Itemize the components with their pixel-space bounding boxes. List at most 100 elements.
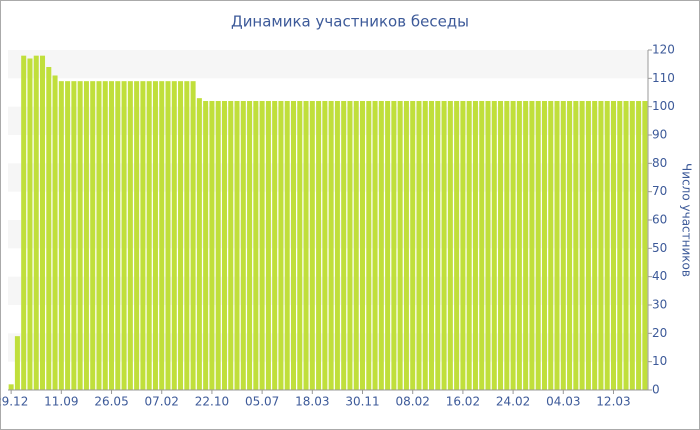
bar <box>560 101 566 390</box>
x-tick-label: 05.07 <box>245 395 279 409</box>
bar <box>585 101 591 390</box>
bar <box>642 101 648 390</box>
bar <box>372 101 378 390</box>
bar <box>171 81 177 391</box>
bar <box>548 101 554 390</box>
grid-band <box>8 50 648 79</box>
grid-band <box>8 276 648 305</box>
bar <box>184 81 190 391</box>
bar <box>309 101 315 390</box>
bar <box>234 101 240 390</box>
bar <box>21 55 27 391</box>
x-tick-label: 11.09 <box>44 395 78 409</box>
bar <box>429 101 435 390</box>
bar <box>303 101 309 390</box>
bar <box>541 101 547 390</box>
y-tick-label: 110 <box>652 71 675 85</box>
bar <box>353 101 359 390</box>
bar <box>529 101 535 390</box>
bar <box>297 101 303 390</box>
y-tick-label: 50 <box>652 241 667 255</box>
y-tick-label: 10 <box>652 354 667 368</box>
bar <box>284 101 290 390</box>
bar <box>466 101 472 390</box>
grid-band <box>8 333 648 362</box>
bar <box>165 81 171 391</box>
y-tick-label: 80 <box>652 156 667 170</box>
bar <box>221 101 227 390</box>
bar <box>454 101 460 390</box>
y-tick-label: 60 <box>652 213 667 227</box>
y-axis-label: Число участников <box>680 163 694 277</box>
y-tick-label: 20 <box>652 326 667 340</box>
bar <box>90 81 96 391</box>
bar <box>33 55 39 391</box>
bar <box>52 75 58 390</box>
bar <box>623 101 629 390</box>
bar <box>247 101 253 390</box>
bar <box>479 101 485 390</box>
bar <box>322 101 328 390</box>
bar <box>491 101 497 390</box>
bar <box>71 81 77 391</box>
grid-band <box>8 220 648 249</box>
bar <box>366 101 372 390</box>
bar <box>397 101 403 390</box>
bar <box>391 101 397 390</box>
bar <box>604 101 610 390</box>
bar <box>152 81 158 391</box>
y-tick-label: 40 <box>652 269 667 283</box>
bar <box>554 101 560 390</box>
bar <box>265 101 271 390</box>
y-tick-label: 120 <box>652 43 675 57</box>
bar <box>378 101 384 390</box>
bar <box>441 101 447 390</box>
bar <box>610 101 616 390</box>
bar <box>403 101 409 390</box>
x-tick-label: 08.02 <box>396 395 430 409</box>
x-tick-label: 24.02 <box>496 395 530 409</box>
y-tick-label: 70 <box>652 184 667 198</box>
bar <box>535 101 541 390</box>
bar <box>598 101 604 390</box>
bar <box>290 101 296 390</box>
x-tick-label: 12.03 <box>596 395 630 409</box>
bar <box>146 81 152 391</box>
bar <box>504 101 510 390</box>
grid-band <box>8 106 648 135</box>
bar <box>278 101 284 390</box>
bar <box>40 55 46 391</box>
bar <box>573 101 579 390</box>
bar <box>592 101 598 390</box>
bar <box>140 81 146 391</box>
x-tick-label: 07.02 <box>145 395 179 409</box>
bar <box>435 101 441 390</box>
bar <box>360 101 366 390</box>
y-tick-label: 90 <box>652 128 667 142</box>
bar <box>228 101 234 390</box>
bar <box>159 81 165 391</box>
bar <box>109 81 115 391</box>
bar <box>579 101 585 390</box>
bar <box>416 101 422 390</box>
x-tick-label: 04.03 <box>546 395 580 409</box>
y-tick-label: 100 <box>652 99 675 113</box>
bar <box>510 101 516 390</box>
bar <box>134 81 140 391</box>
bar <box>203 101 209 390</box>
bar <box>65 81 71 391</box>
bar <box>485 101 491 390</box>
bar <box>58 81 64 391</box>
bar <box>190 81 196 391</box>
x-tick-label: 29.12 <box>0 395 28 409</box>
bar <box>472 101 478 390</box>
x-tick-label: 16.02 <box>446 395 480 409</box>
bar <box>102 81 108 391</box>
bar <box>209 101 215 390</box>
grid-band <box>8 163 648 192</box>
bar <box>316 101 322 390</box>
bar <box>196 98 202 391</box>
bar <box>272 101 278 390</box>
x-tick-label: 26.05 <box>94 395 128 409</box>
bar <box>215 101 221 390</box>
